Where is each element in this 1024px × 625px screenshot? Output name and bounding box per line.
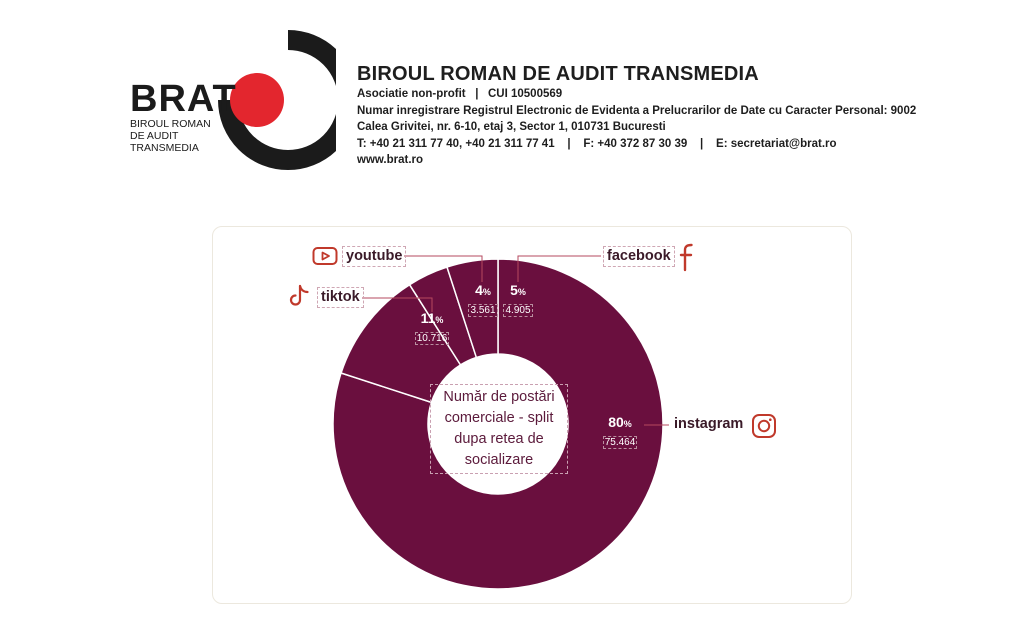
tiktok-icon <box>289 284 309 306</box>
pct-sign: % <box>482 287 491 297</box>
leader-tiktok <box>362 297 433 312</box>
logo-dot <box>230 73 284 127</box>
youtube-icon <box>312 247 338 265</box>
count-value: 3.561 <box>468 304 498 317</box>
org-line-address: Calea Grivitei, nr. 6-10, etaj 3, Sector… <box>357 121 666 133</box>
logo-sub-line: BIROUL ROMAN <box>130 118 211 130</box>
count-value: 10.716 <box>414 332 450 345</box>
org-line-legal: Asociatie non-profit | CUI 10500569 <box>357 88 563 100</box>
leader-youtube <box>404 255 483 282</box>
org-header: BIROUL ROMAN DE AUDIT TRANSMEDIA Asociat… <box>357 62 997 169</box>
donut-hole <box>428 354 568 494</box>
count-value: 4.905 <box>503 304 533 317</box>
brat-logo <box>218 30 336 170</box>
pct-value: 11 <box>420 310 436 326</box>
logo-ring <box>218 30 336 170</box>
org-line-website: www.brat.ro <box>357 154 424 166</box>
pct-sign: % <box>517 287 526 297</box>
label-youtube: youtube <box>342 246 407 267</box>
label-instagram: instagram <box>674 416 744 432</box>
pct-value: 80 <box>608 414 624 430</box>
count-value: 75.464 <box>602 436 638 449</box>
pct-sign: % <box>623 419 632 429</box>
org-title: BIROUL ROMAN DE AUDIT TRANSMEDIA <box>357 63 759 85</box>
pct-label-tiktok: 11% 10.716 <box>412 310 452 346</box>
leader-facebook <box>517 255 601 282</box>
logo-sub-line: DE AUDIT <box>130 130 179 142</box>
instagram-icon <box>752 414 776 438</box>
pct-value: 5 <box>510 282 518 298</box>
pct-label-youtube: 4% 3.561 <box>466 282 500 318</box>
pct-sign: % <box>435 315 444 325</box>
pct-label-facebook: 5% 4.905 <box>500 282 536 318</box>
logo-sub-line: TRANSMEDIA <box>130 142 199 154</box>
org-line-registry: Numar inregistrare Registrul Electronic … <box>357 104 917 117</box>
facebook-icon <box>679 243 693 272</box>
label-tiktok: tiktok <box>317 287 364 308</box>
logo-text: BRAT BIROUL ROMAN DE AUDIT TRANSMEDIA <box>130 80 237 154</box>
org-line-contact: T: +40 21 311 77 40, +40 21 311 77 41 | … <box>357 137 837 150</box>
chart-center-title: Număr de postări comerciale - split dupa… <box>430 384 568 474</box>
pct-value: 4 <box>475 282 483 298</box>
logo-word: BRAT <box>130 78 237 120</box>
label-facebook: facebook <box>603 246 675 267</box>
pct-label-instagram: 80% 75.464 <box>598 414 642 450</box>
